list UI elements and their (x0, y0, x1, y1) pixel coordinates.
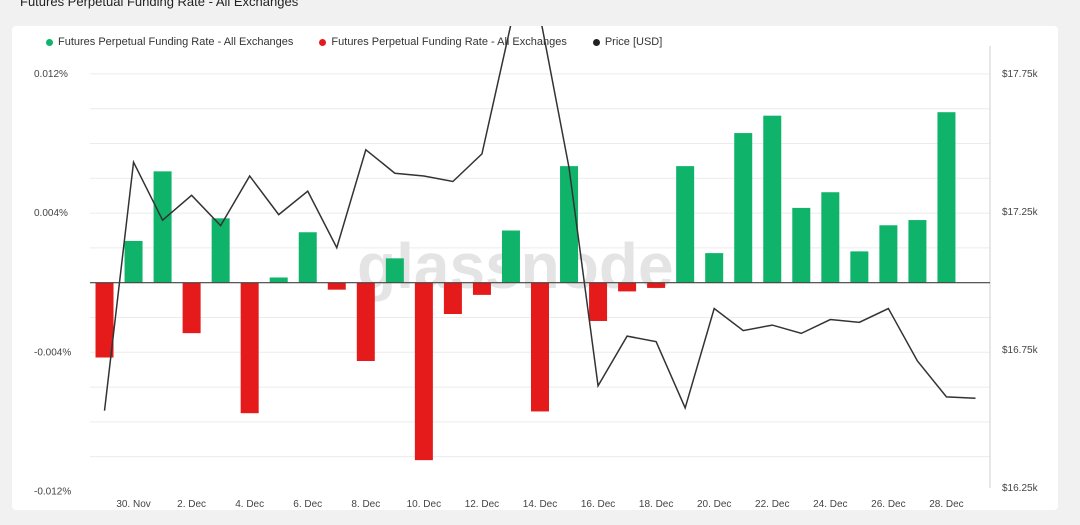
bar-negative[interactable] (618, 282, 637, 292)
y-left-tick-label: 0.012% (34, 69, 68, 80)
bar-positive[interactable] (821, 192, 840, 283)
price-line[interactable] (103, 26, 976, 411)
bar-negative[interactable] (647, 282, 666, 288)
y-left-tick-label: 0.004% (34, 208, 68, 219)
funding-rate-chart: glassnode 0.012%0.004%-0.004%-0.012%$17.… (34, 26, 1039, 510)
x-tick-label: 30. Nov (116, 499, 150, 510)
bar-positive[interactable] (850, 251, 869, 283)
axis-layer: 0.012% 0.004% -0.004% -0.012% $17.75k $17.25k… (34, 46, 1039, 510)
x-tick-label: 14. Dec (523, 499, 557, 510)
bar-positive[interactable] (211, 218, 230, 283)
bar-positive[interactable] (269, 277, 288, 283)
bar-negative[interactable] (240, 282, 259, 414)
x-tick-label: 26. Dec (871, 499, 905, 510)
legend-dot-negative (319, 38, 327, 46)
bar-positive[interactable] (124, 240, 143, 283)
legend-item-price[interactable]: Price [USD] (592, 36, 663, 48)
y-right-tick-label: $17.75k (1002, 69, 1039, 80)
price-line-layer (103, 26, 976, 411)
y-right-tick-label: $17.25k (1002, 207, 1039, 218)
bar-positive[interactable] (560, 166, 579, 283)
x-tick-label: 22. Dec (755, 499, 789, 510)
bar-positive[interactable] (501, 230, 520, 283)
bar-negative[interactable] (356, 282, 375, 361)
x-tick-label: 18. Dec (639, 499, 673, 510)
y-left-tick-label: -0.012% (34, 486, 71, 497)
legend-item-positive[interactable]: Futures Perpetual Funding Rate - All Exc… (46, 36, 293, 48)
bar-positive[interactable] (676, 166, 695, 283)
bar-positive[interactable] (705, 253, 724, 283)
y-right-tick-label: $16.25k (1002, 483, 1039, 494)
bar-negative[interactable] (589, 282, 608, 321)
header-text: Futures Perpetual Funding Rate - All Exc… (20, 0, 299, 9)
bar-negative[interactable] (327, 282, 346, 290)
bar-positive[interactable] (937, 112, 956, 283)
bar-positive[interactable] (763, 115, 782, 283)
bar-positive[interactable] (298, 232, 317, 283)
bar-positive[interactable] (879, 225, 898, 283)
bar-negative[interactable] (531, 282, 549, 412)
legend-label-positive: Futures Perpetual Funding Rate - All Exc… (58, 36, 294, 48)
bar-negative[interactable] (472, 282, 491, 295)
bar-positive[interactable] (385, 258, 404, 283)
x-tick-label: 20. Dec (697, 499, 731, 510)
bar-layer (95, 112, 956, 461)
legend-dot-positive (46, 38, 53, 46)
x-tick-label: 16. Dec (581, 499, 615, 510)
chart-card: Futures Perpetual Funding Rate - All Exc… (12, 26, 1058, 510)
bar-positive[interactable] (153, 171, 172, 283)
x-tick-label: 2. Dec (177, 499, 206, 510)
bar-negative[interactable] (443, 282, 462, 315)
bar-negative[interactable] (95, 282, 114, 358)
x-tick-label: 24. Dec (813, 499, 847, 510)
y-right-tick-label: $16.75k (1002, 345, 1039, 356)
x-tick-label: 10. Dec (407, 499, 441, 510)
x-tick-label: 6. Dec (293, 499, 322, 510)
bar-positive[interactable] (908, 220, 927, 283)
bar-positive[interactable] (734, 133, 753, 283)
legend-dot-price (592, 38, 600, 46)
bar-negative[interactable] (414, 282, 433, 461)
x-tick-label: 8. Dec (351, 499, 380, 510)
x-tick-label: 12. Dec (465, 499, 499, 510)
x-tick-label: 4. Dec (235, 499, 264, 510)
x-tick-label: 28. Dec (929, 499, 963, 510)
y-left-tick-label: -0.004% (34, 347, 71, 358)
bar-negative[interactable] (182, 282, 201, 334)
legend-label-price: Price [USD] (604, 36, 663, 48)
bar-positive[interactable] (792, 207, 811, 283)
